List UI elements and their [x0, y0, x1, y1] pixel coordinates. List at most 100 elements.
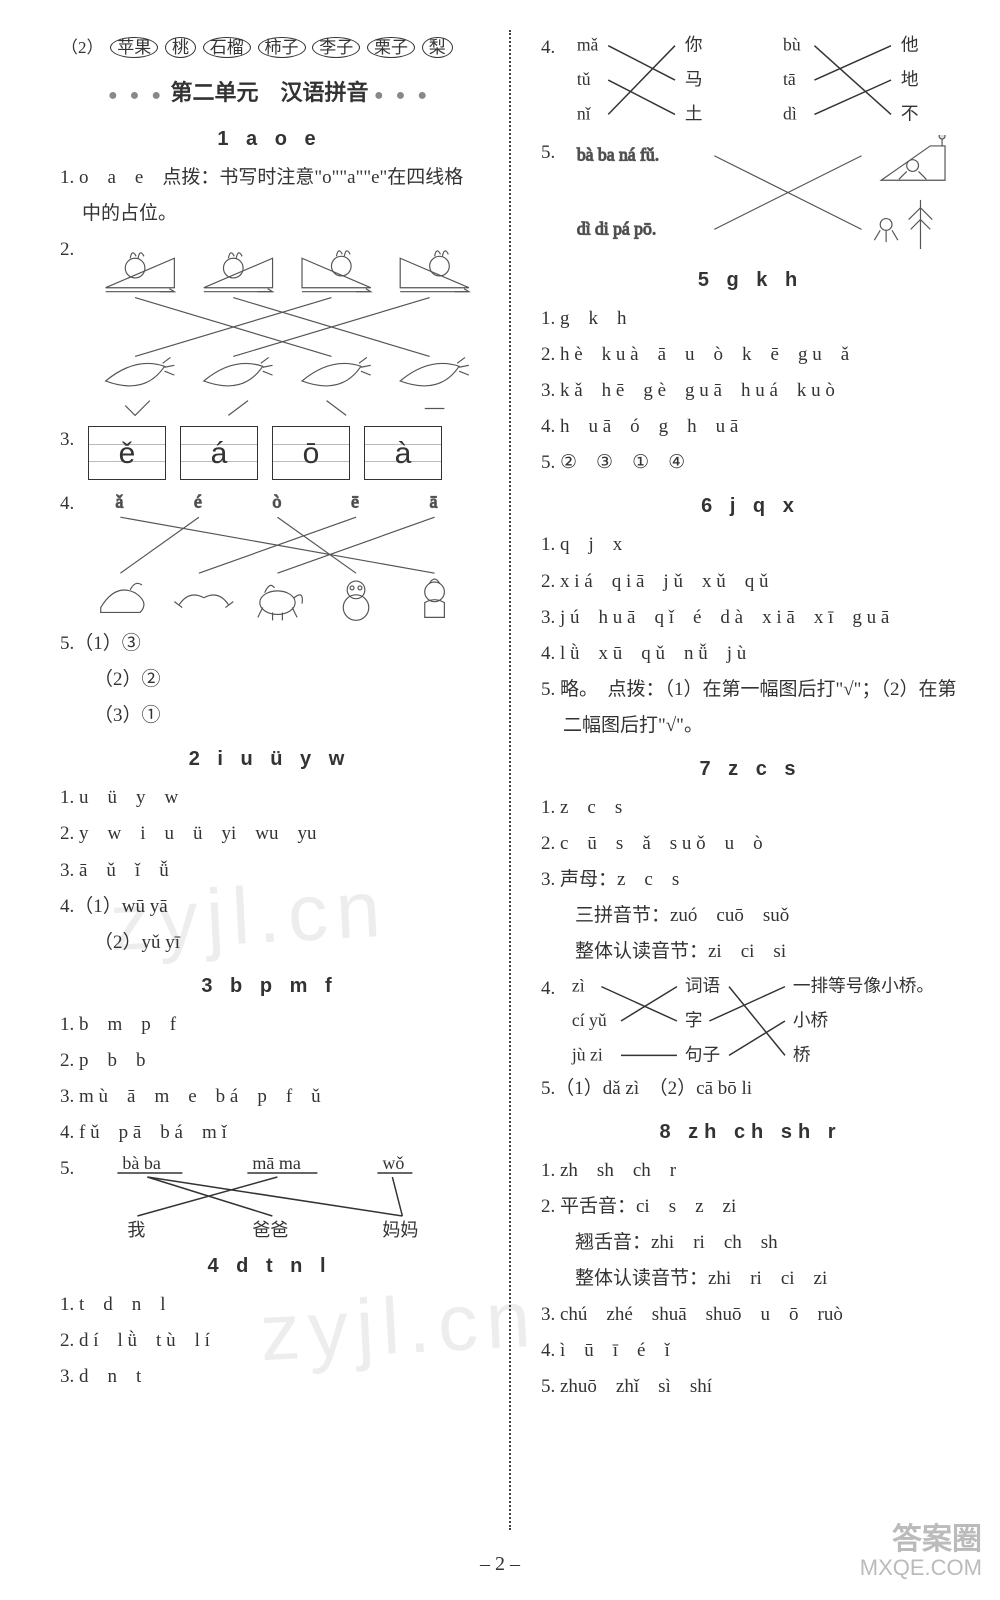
l1-q4-t3: ò [273, 491, 282, 511]
l7-q4-diagram: zì cí yǔ jù zi 词语 字 句子 一排等号像小桥。 小桥 桥 [567, 971, 960, 1071]
r-q4-n3: 不 [901, 103, 919, 123]
l3-q5-t2: mā ma [253, 1153, 301, 1173]
l7-q4-l3: jù zi [571, 1044, 603, 1064]
l7-q1: 1. z c s [541, 790, 960, 826]
l1-q3: 3. ě á ō à [60, 422, 479, 486]
r-q5-label: 5. [541, 135, 567, 171]
fruits-label: （2） [61, 38, 104, 57]
l1-q4-diagram: ǎ é ò ē ā [86, 486, 479, 626]
l7-q4-r3: 桥 [793, 1044, 811, 1064]
r-q4-b1: bù [783, 35, 801, 55]
title-dots-right: ● ● ● [374, 87, 431, 104]
l6-q3: 3. j ú h u ā q ǐ é d à x i ā x ī g u ā [541, 600, 960, 636]
l2-q3: 3. ā ǔ ǐ ǚ [60, 853, 479, 889]
left-column: （2） 苹果 桃 石榴 柿子 李子 栗子 梨 ● ● ● 第二单元 汉语拼音 ●… [60, 30, 489, 1530]
l7-q3a: 3. 声母：z c s [541, 862, 960, 898]
l3-q3: 3. m ù ā m e b á p f ǔ [60, 1079, 479, 1115]
l2-q2: 2. y w i u ü yi wu yu [60, 816, 479, 852]
l8-q1: 1. zh sh ch r [541, 1153, 960, 1189]
l1-q3-box4: à [364, 426, 442, 480]
l4-q1: 1. t d n l [60, 1287, 479, 1323]
l5-q4: 4. h u ā ó g h u ā [541, 409, 960, 445]
l2-q4a: 4.（1）wū yā [60, 889, 479, 925]
l7-q5: 5.（1）dǎ zì （2）cā bō li [541, 1071, 960, 1107]
fruit-3: 石榴 [203, 37, 251, 58]
l8-q2c: 整体认读音节：zhi ri ci zi [541, 1261, 960, 1297]
l7-q4-r1: 一排等号像小桥。 [793, 975, 934, 995]
corner-brand: 答案圈 MXQE.COM [860, 1523, 982, 1580]
title-dots-left: ● ● ● [108, 87, 165, 104]
l7-q3b: 三拼音节：zuó cuō suǒ [541, 898, 960, 934]
l7-q4: 4. zì cí yǔ jù zi 词语 字 句子 一排等号像小桥。 小桥 桥 [541, 971, 960, 1071]
l1-q2-diagram [86, 232, 479, 422]
right-column: 4. mǎ tǔ nǐ 你 马 土 bù tā dì 他 地 不 [531, 30, 960, 1530]
l1-q4: 4. ǎ é ò ē ā [60, 486, 479, 626]
r-q4-a2: tǔ [577, 69, 591, 89]
l1-q4-t2: é [194, 491, 202, 511]
l3-q5-diagram: bà ba mā ma wǒ 我 爸爸 妈妈 [86, 1151, 479, 1241]
l6-q2: 2. x i á q i ā j ǔ x ǔ q ǔ [541, 564, 960, 600]
page-number: – 2 – [0, 1553, 1000, 1576]
r-q4-m3: 土 [685, 103, 703, 123]
r-q5-top: bà ba ná fǔ. [577, 145, 659, 165]
l7-q2: 2. c ū s ǎ s u ǒ u ò [541, 826, 960, 862]
l1-q3-box3: ō [272, 426, 350, 480]
l6-q1: 1. q j x [541, 527, 960, 563]
l6-q4: 4. l ǜ x ū q ǔ n ǚ j ù [541, 636, 960, 672]
l3-q4: 4. f ǔ p ā b á m ǐ [60, 1115, 479, 1151]
r-q4-b2: tā [783, 69, 796, 89]
l7-q4-l1: zì [572, 975, 585, 995]
l1-q4-label: 4. [60, 486, 86, 522]
l8-q4: 4. ì ū ī é ǐ [541, 1333, 960, 1369]
l3-q5-b1: 我 [128, 1220, 146, 1240]
l1-q3-label: 3. [60, 422, 88, 458]
l1-q2-label: 2. [60, 232, 86, 268]
l1-q4-t5: ā [430, 491, 438, 511]
r-q4-label: 4. [541, 30, 567, 66]
r-q5: 5. bà ba ná fǔ. dì di pá pō. [541, 135, 960, 255]
l1-q1: 1. o a e 点拨：书写时注意"o""a""e"在四线格中的占位。 [60, 160, 479, 232]
column-divider [509, 30, 511, 1530]
lesson-2-title: 2 i u ü y w [60, 740, 479, 778]
fruit-2: 桃 [165, 37, 196, 58]
r-q4-m2: 马 [685, 69, 703, 89]
fruit-5: 李子 [312, 37, 360, 58]
l7-q4-m3: 句子 [685, 1044, 720, 1064]
r-q4-diagram: mǎ tǔ nǐ 你 马 土 bù tā dì 他 地 不 [567, 30, 960, 135]
r-q4-n1: 他 [901, 35, 919, 55]
l7-q4-label: 4. [541, 971, 567, 1007]
fruits-row: （2） 苹果 桃 石榴 柿子 李子 栗子 梨 [60, 30, 479, 66]
r-q4-n2: 地 [901, 69, 919, 89]
l4-q2: 2. d í l ǜ t ù l í [60, 1323, 479, 1359]
lesson-3-title: 3 b p m f [60, 967, 479, 1005]
l3-q5-label: 5. [60, 1151, 86, 1187]
lesson-1-title: 1 a o e [60, 120, 479, 158]
l8-q2b: 翘舌音：zhi ri ch sh [541, 1225, 960, 1261]
lesson-8-title: 8 zh ch sh r [541, 1113, 960, 1151]
l3-q5-t3: wǒ [383, 1153, 405, 1173]
corner-bot: MXQE.COM [860, 1556, 982, 1580]
l2-q1: 1. u ü y w [60, 780, 479, 816]
l1-q2: 2. [60, 232, 479, 422]
l7-q3c: 整体认读音节：zi ci si [541, 934, 960, 970]
l7-q4-l2: cí yǔ [572, 1009, 607, 1029]
r-q5-bot: dì di pá pō. [577, 218, 656, 238]
l5-q1: 1. g k h [541, 301, 960, 337]
l7-q4-m2: 字 [685, 1009, 703, 1029]
l8-q3: 3. chú zhé shuā shuō u ō ruò [541, 1297, 960, 1333]
lesson-7-title: 7 z c s [541, 750, 960, 788]
fruit-7: 梨 [422, 37, 453, 58]
l1-q5-1: 5.（1）③ [60, 626, 479, 662]
lesson-4-title: 4 d t n l [60, 1247, 479, 1285]
l3-q1: 1. b m p f [60, 1007, 479, 1043]
l6-q5: 5. 略。 点拨：（1）在第一幅图后打"√"；（2）在第二幅图后打"√"。 [541, 672, 960, 744]
l5-q3: 3. k ǎ h ē g è g u ā h u á k u ò [541, 373, 960, 409]
l7-q4-m1: 词语 [685, 975, 720, 995]
l1-q3-box2: á [180, 426, 258, 480]
l1-q3-box1: ě [88, 426, 166, 480]
l1-q5-2: （2）② [60, 662, 479, 698]
l3-q5: 5. bà ba mā ma wǒ 我 爸爸 妈妈 [60, 1151, 479, 1241]
r-q4-b3: dì [783, 103, 797, 123]
corner-top: 答案圈 [860, 1523, 982, 1556]
l3-q5-b3: 妈妈 [383, 1220, 419, 1240]
